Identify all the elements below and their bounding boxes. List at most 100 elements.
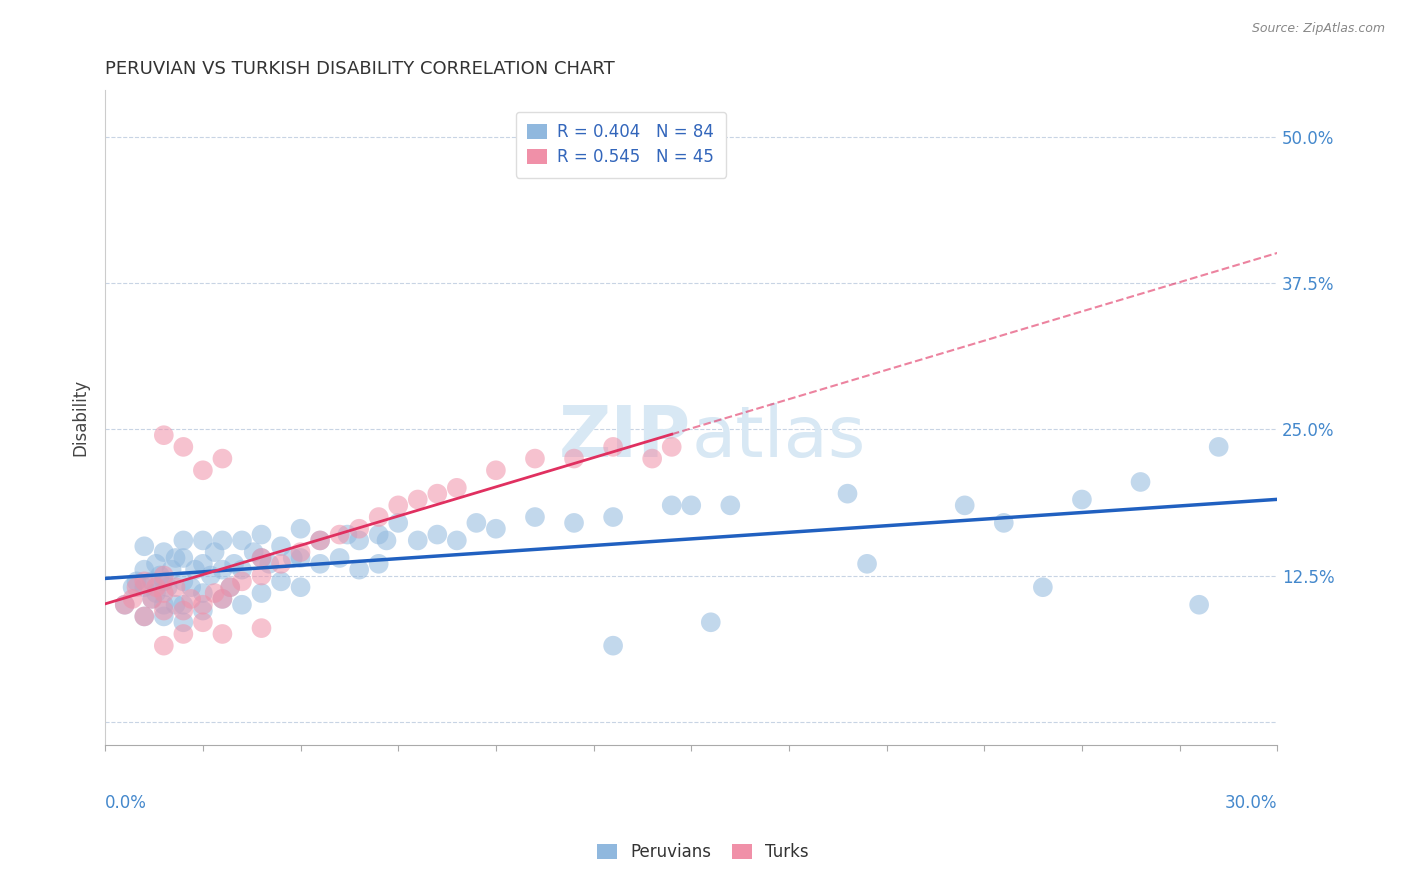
Point bbox=[134, 563, 156, 577]
Point bbox=[211, 451, 233, 466]
Point bbox=[191, 557, 214, 571]
Point bbox=[149, 568, 172, 582]
Point bbox=[953, 499, 976, 513]
Point bbox=[367, 527, 389, 541]
Point bbox=[602, 639, 624, 653]
Point bbox=[856, 557, 879, 571]
Point bbox=[387, 516, 409, 530]
Point bbox=[309, 533, 332, 548]
Point bbox=[211, 627, 233, 641]
Point bbox=[172, 574, 194, 589]
Point bbox=[219, 580, 242, 594]
Point bbox=[172, 533, 194, 548]
Point bbox=[141, 591, 163, 606]
Point bbox=[231, 574, 253, 589]
Point bbox=[200, 568, 222, 582]
Point bbox=[145, 586, 167, 600]
Point bbox=[172, 627, 194, 641]
Point bbox=[347, 522, 370, 536]
Point bbox=[329, 527, 352, 541]
Point bbox=[367, 510, 389, 524]
Point bbox=[153, 574, 176, 589]
Point bbox=[172, 604, 194, 618]
Point bbox=[426, 486, 449, 500]
Point bbox=[121, 591, 143, 606]
Point bbox=[446, 481, 468, 495]
Point bbox=[329, 551, 352, 566]
Point bbox=[562, 516, 585, 530]
Point bbox=[172, 615, 194, 630]
Point bbox=[250, 551, 273, 566]
Point bbox=[191, 586, 214, 600]
Point bbox=[250, 621, 273, 635]
Point bbox=[165, 598, 187, 612]
Point bbox=[156, 580, 179, 594]
Point bbox=[523, 451, 546, 466]
Legend: Peruvians, Turks: Peruvians, Turks bbox=[591, 837, 815, 868]
Point bbox=[211, 533, 233, 548]
Point bbox=[367, 557, 389, 571]
Point bbox=[180, 591, 202, 606]
Point bbox=[134, 580, 156, 594]
Point bbox=[1208, 440, 1230, 454]
Point bbox=[165, 580, 187, 594]
Point bbox=[134, 609, 156, 624]
Point bbox=[211, 563, 233, 577]
Point bbox=[125, 580, 148, 594]
Point bbox=[153, 604, 176, 618]
Point bbox=[347, 563, 370, 577]
Point bbox=[309, 533, 332, 548]
Point bbox=[191, 615, 214, 630]
Point bbox=[523, 510, 546, 524]
Point bbox=[1188, 598, 1211, 612]
Point bbox=[204, 586, 226, 600]
Point bbox=[562, 451, 585, 466]
Point bbox=[406, 533, 429, 548]
Point bbox=[259, 557, 281, 571]
Point bbox=[191, 598, 214, 612]
Point bbox=[172, 440, 194, 454]
Point bbox=[270, 557, 292, 571]
Point bbox=[114, 598, 136, 612]
Point bbox=[661, 440, 683, 454]
Point bbox=[485, 522, 508, 536]
Point bbox=[718, 499, 741, 513]
Text: atlas: atlas bbox=[692, 403, 866, 472]
Point bbox=[281, 551, 304, 566]
Text: ZIP: ZIP bbox=[560, 403, 692, 472]
Text: PERUVIAN VS TURKISH DISABILITY CORRELATION CHART: PERUVIAN VS TURKISH DISABILITY CORRELATI… bbox=[105, 60, 614, 78]
Point bbox=[250, 568, 273, 582]
Point bbox=[184, 563, 207, 577]
Point bbox=[145, 580, 167, 594]
Point bbox=[191, 604, 214, 618]
Point bbox=[231, 533, 253, 548]
Point bbox=[211, 591, 233, 606]
Point bbox=[160, 563, 183, 577]
Point bbox=[993, 516, 1015, 530]
Point bbox=[153, 586, 176, 600]
Point bbox=[700, 615, 723, 630]
Point bbox=[172, 598, 194, 612]
Text: Source: ZipAtlas.com: Source: ZipAtlas.com bbox=[1251, 22, 1385, 36]
Point bbox=[153, 545, 176, 559]
Point bbox=[485, 463, 508, 477]
Text: 30.0%: 30.0% bbox=[1225, 794, 1277, 812]
Point bbox=[125, 574, 148, 589]
Point bbox=[681, 499, 703, 513]
Point bbox=[134, 539, 156, 553]
Point bbox=[114, 598, 136, 612]
Point bbox=[641, 451, 664, 466]
Point bbox=[165, 551, 187, 566]
Point bbox=[231, 563, 253, 577]
Point bbox=[250, 527, 273, 541]
Point bbox=[270, 539, 292, 553]
Point bbox=[141, 574, 163, 589]
Point bbox=[153, 428, 176, 442]
Point bbox=[602, 440, 624, 454]
Point bbox=[661, 499, 683, 513]
Point bbox=[446, 533, 468, 548]
Point bbox=[290, 580, 312, 594]
Point bbox=[347, 533, 370, 548]
Point bbox=[406, 492, 429, 507]
Point bbox=[290, 545, 312, 559]
